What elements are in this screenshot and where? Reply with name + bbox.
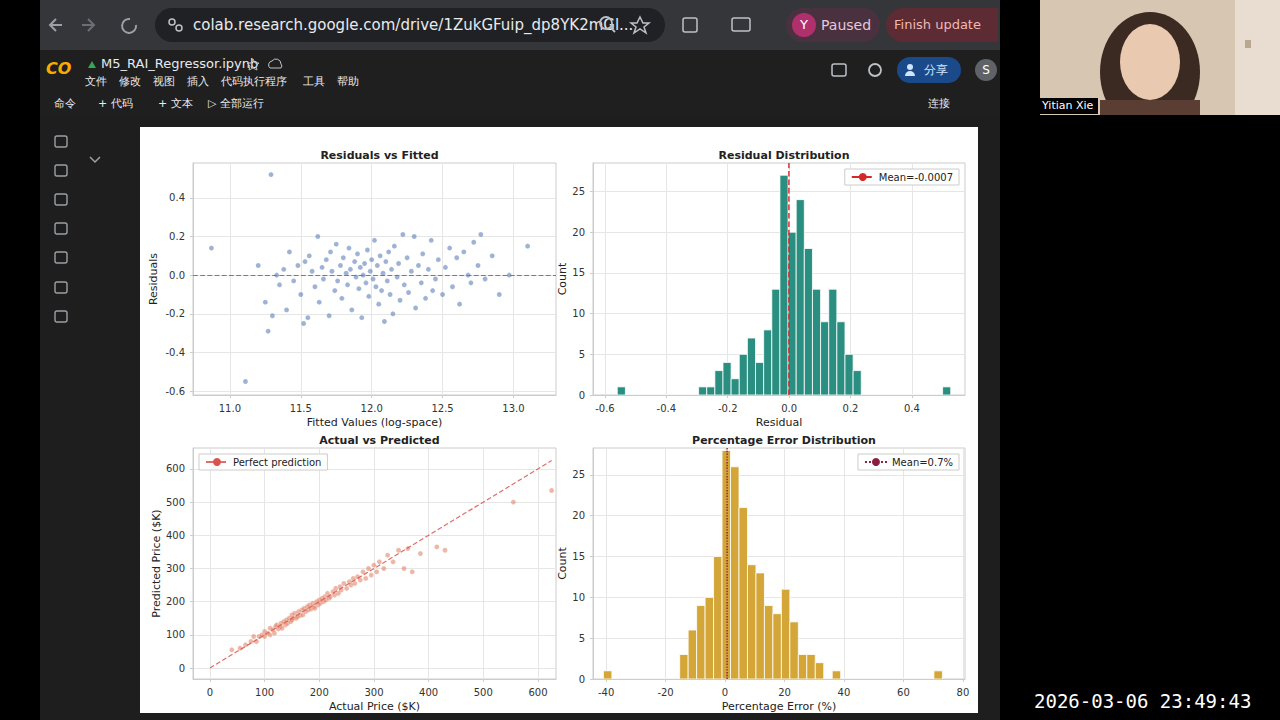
html-text:Y: Y — [800, 17, 808, 32]
svg-text:Predicted Price ($K): Predicted Price ($K) — [150, 509, 163, 617]
svg-text:200: 200 — [166, 596, 185, 607]
svg-text:0: 0 — [579, 674, 585, 685]
html-text:+ 文本: + 文本 — [158, 97, 193, 110]
svg-text:Actual Price ($K): Actual Price ($K) — [329, 700, 420, 713]
svg-text:0: 0 — [722, 687, 728, 698]
svg-text:80: 80 — [957, 687, 970, 698]
svg-text:Residuals: Residuals — [147, 253, 160, 305]
html-text:2026-03-06 23:49:43: 2026-03-06 23:49:43 — [1034, 690, 1252, 712]
html-text:CO: CO — [46, 59, 72, 78]
svg-text:15: 15 — [572, 267, 585, 278]
svg-text:25: 25 — [572, 469, 585, 480]
svg-text:300: 300 — [166, 563, 185, 574]
svg-text:Mean=-0.0007: Mean=-0.0007 — [879, 172, 953, 183]
html-text:▷ 全部运行: ▷ 全部运行 — [208, 97, 264, 110]
svg-text:500: 500 — [474, 687, 493, 698]
svg-text:Percentage Error Distribution: Percentage Error Distribution — [692, 434, 876, 447]
svg-text:-0.6: -0.6 — [165, 386, 185, 397]
html-text:工具: 工具 — [303, 75, 325, 88]
html-text:+ 代码: + 代码 — [98, 97, 133, 110]
svg-text:Residual: Residual — [756, 416, 802, 429]
svg-text:-40: -40 — [598, 687, 614, 698]
svg-text:0.0: 0.0 — [169, 270, 185, 281]
svg-text:Perfect prediction: Perfect prediction — [233, 457, 321, 468]
svg-text:11.0: 11.0 — [219, 403, 241, 414]
svg-text:600: 600 — [166, 463, 185, 474]
svg-text:-0.4: -0.4 — [165, 347, 185, 358]
svg-text:20: 20 — [572, 510, 585, 521]
html-text:S: S — [982, 63, 990, 77]
html-text:连接: 连接 — [928, 97, 950, 110]
svg-text:0: 0 — [579, 390, 585, 401]
svg-text:10: 10 — [572, 592, 585, 603]
svg-text:-20: -20 — [657, 687, 673, 698]
svg-text:-0.2: -0.2 — [165, 308, 185, 319]
html-text:插入: 插入 — [187, 75, 209, 88]
svg-text:Residuals vs Fitted: Residuals vs Fitted — [320, 149, 438, 162]
svg-text:11.5: 11.5 — [290, 403, 312, 414]
svg-text:12.0: 12.0 — [361, 403, 383, 414]
html-text:colab.research.google.com/driv: colab.research.google.com/drive/1ZukGFui… — [193, 16, 634, 34]
svg-text:0.0: 0.0 — [781, 403, 797, 414]
html-text:Finish update: Finish update — [894, 17, 981, 32]
svg-text:100: 100 — [166, 629, 185, 640]
svg-text:13.0: 13.0 — [502, 403, 524, 414]
svg-text:0.4: 0.4 — [904, 403, 920, 414]
html-text:视图: 视图 — [153, 75, 175, 88]
svg-text:400: 400 — [166, 530, 185, 541]
svg-text:25: 25 — [572, 186, 585, 197]
svg-text:Count: Count — [556, 546, 569, 579]
html-text:Paused: Paused — [821, 17, 872, 33]
svg-text:-0.2: -0.2 — [718, 403, 738, 414]
svg-text:12.5: 12.5 — [431, 403, 453, 414]
html-text:M5_RAI_Regressor.ipynb: M5_RAI_Regressor.ipynb — [101, 56, 259, 71]
svg-text:5: 5 — [579, 349, 585, 360]
svg-text:500: 500 — [166, 497, 185, 508]
svg-text:Residual Distribution: Residual Distribution — [718, 149, 849, 162]
svg-text:20: 20 — [778, 687, 791, 698]
html-text:Yitian Xie: Yitian Xie — [1042, 99, 1094, 112]
svg-text:Fitted Values (log-space): Fitted Values (log-space) — [307, 416, 442, 429]
html-text:帮助: 帮助 — [337, 75, 359, 88]
svg-text:200: 200 — [310, 687, 329, 698]
html-text:代码执行程序: 代码执行程序 — [221, 75, 287, 88]
svg-text:0: 0 — [179, 663, 185, 674]
svg-text:10: 10 — [572, 308, 585, 319]
svg-text:600: 600 — [528, 687, 547, 698]
svg-text:0.4: 0.4 — [169, 192, 185, 203]
html-text:修改: 修改 — [119, 75, 141, 88]
svg-text:400: 400 — [419, 687, 438, 698]
svg-text:-0.4: -0.4 — [657, 403, 677, 414]
svg-text:0.2: 0.2 — [843, 403, 859, 414]
svg-text:-0.6: -0.6 — [595, 403, 615, 414]
svg-text:Actual vs Predicted: Actual vs Predicted — [319, 434, 439, 447]
svg-text:Count: Count — [556, 262, 569, 295]
svg-text:15: 15 — [572, 551, 585, 562]
svg-text:40: 40 — [838, 687, 851, 698]
html-text:命令: 命令 — [54, 97, 76, 110]
html-text:文件: 文件 — [85, 75, 107, 88]
svg-text:5: 5 — [579, 633, 585, 644]
html-text:分享: 分享 — [924, 63, 948, 77]
svg-text:Mean=0.7%: Mean=0.7% — [892, 457, 953, 468]
svg-text:60: 60 — [897, 687, 910, 698]
svg-text:0.2: 0.2 — [169, 231, 185, 242]
svg-text:100: 100 — [255, 687, 274, 698]
svg-text:0: 0 — [207, 687, 213, 698]
svg-text:20: 20 — [572, 227, 585, 238]
svg-text:Percentage Error (%): Percentage Error (%) — [722, 700, 837, 713]
svg-text:300: 300 — [364, 687, 383, 698]
